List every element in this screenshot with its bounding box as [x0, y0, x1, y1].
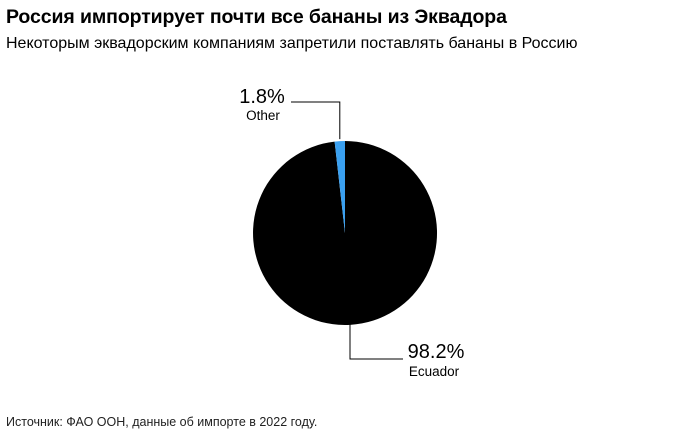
other-value-label: 1.8%: [239, 86, 285, 108]
ecuador-leader-line: [349, 310, 403, 360]
ecuador-value-label: 98.2%: [408, 341, 465, 363]
chart-title: Россия импортирует почти все бананы из Э…: [6, 6, 507, 28]
source-note: Источник: ФАО ООН, данные об импорте в 2…: [6, 415, 318, 429]
ecuador-category-label: Ecuador: [409, 364, 460, 379]
chart-subtitle: Некоторым эквадорским компаниям запретил…: [6, 35, 578, 52]
other-category-label: Other: [246, 108, 280, 123]
pie-slice-other: [334, 141, 345, 233]
pie-slice-ecuador: [253, 140, 438, 325]
other-leader-line: [291, 101, 341, 140]
